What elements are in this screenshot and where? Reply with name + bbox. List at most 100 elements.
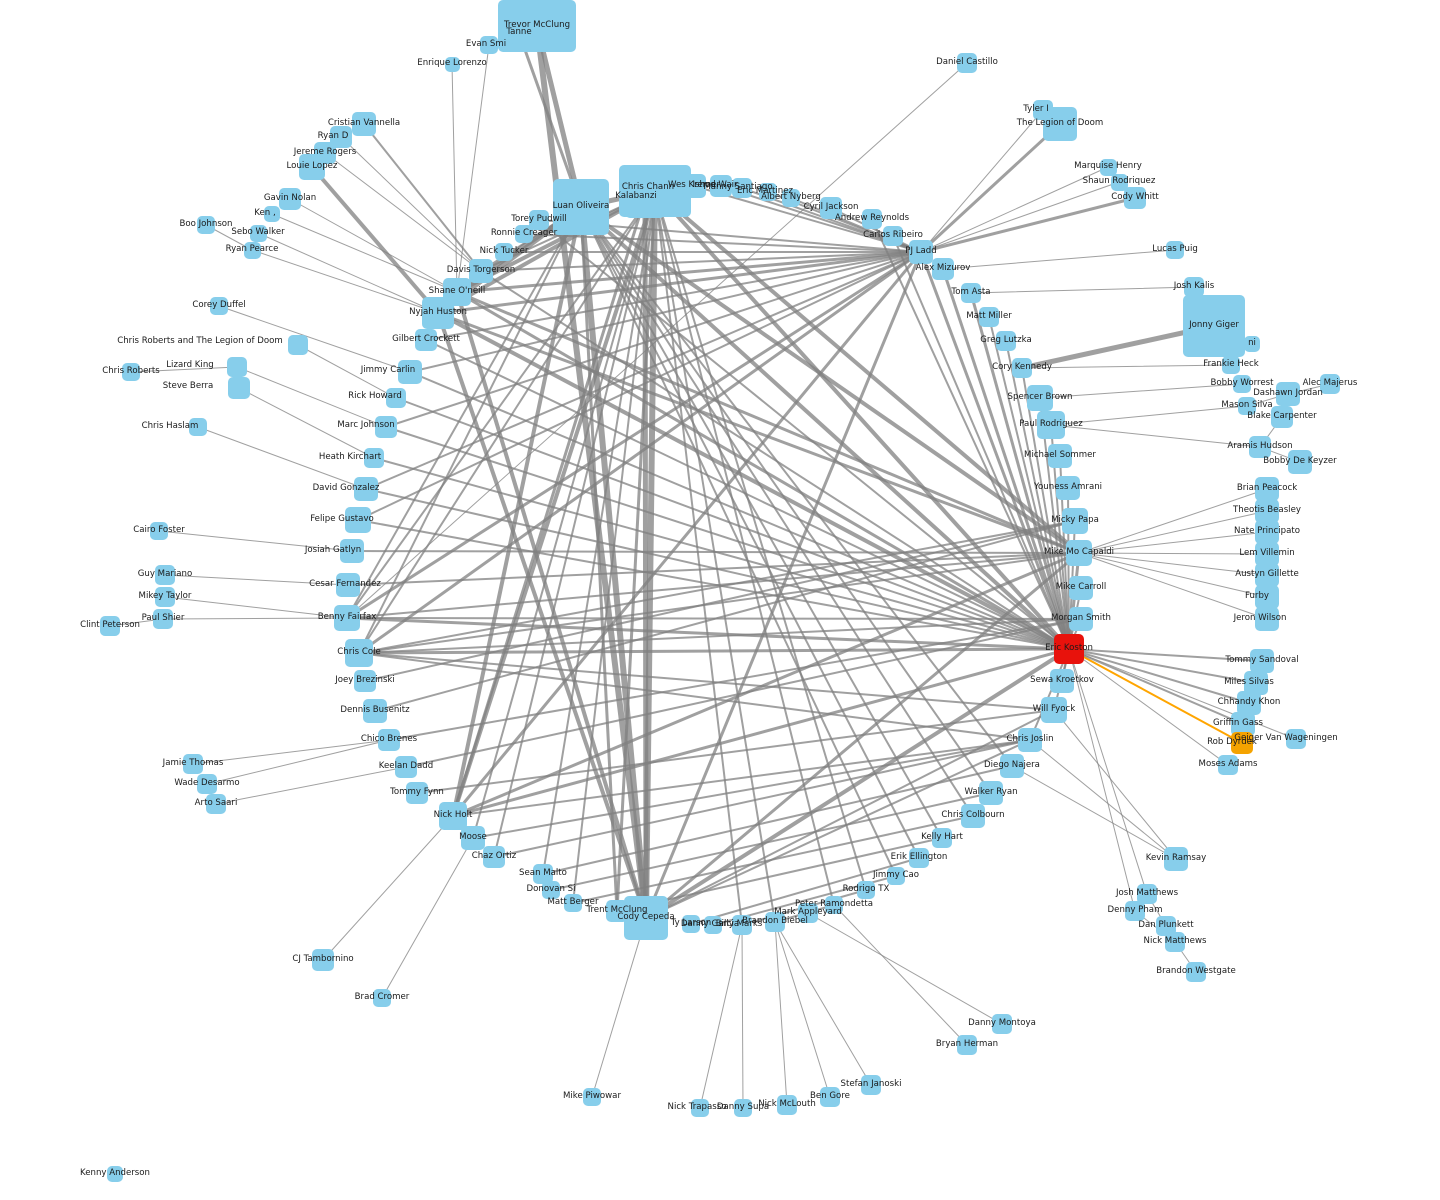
graph-node[interactable] (1276, 382, 1300, 406)
graph-node[interactable] (553, 179, 609, 235)
graph-node[interactable] (932, 828, 952, 848)
graph-node[interactable] (364, 448, 384, 468)
graph-node[interactable] (1218, 755, 1238, 775)
graph-node[interactable] (624, 896, 668, 940)
graph-node[interactable] (1255, 520, 1279, 544)
graph-node[interactable] (155, 565, 175, 585)
graph-node[interactable] (1110, 173, 1128, 191)
graph-node[interactable] (398, 360, 422, 384)
graph-node[interactable] (782, 189, 800, 207)
graph-node[interactable] (483, 846, 505, 868)
graph-node[interactable] (1255, 607, 1279, 631)
graph-node[interactable] (1156, 916, 1176, 936)
graph-node[interactable] (992, 1014, 1012, 1034)
graph-node[interactable] (461, 826, 485, 850)
graph-node[interactable] (883, 226, 903, 246)
graph-node[interactable] (979, 781, 1003, 805)
graph-node[interactable] (495, 243, 513, 261)
graph-node[interactable] (415, 329, 437, 351)
graph-node[interactable] (439, 802, 467, 830)
graph-node[interactable] (1037, 411, 1065, 439)
graph-node[interactable] (961, 283, 981, 303)
graph-node[interactable] (732, 178, 752, 198)
graph-node[interactable] (249, 224, 267, 242)
graph-node[interactable] (1255, 499, 1279, 523)
graph-node[interactable] (798, 903, 818, 923)
graph-node[interactable] (932, 258, 954, 280)
graph-node[interactable] (345, 639, 373, 667)
graph-node[interactable] (227, 357, 247, 377)
graph-node[interactable] (1069, 607, 1093, 631)
graph-node[interactable] (1099, 158, 1117, 176)
graph-node[interactable] (1255, 563, 1279, 587)
graph-node[interactable] (1244, 336, 1260, 352)
graph-node[interactable] (1271, 406, 1293, 428)
graph-node[interactable] (1069, 576, 1093, 600)
graph-node[interactable] (732, 915, 752, 935)
graph-node[interactable] (1237, 691, 1261, 715)
graph-node[interactable] (909, 848, 929, 868)
graph-node[interactable] (375, 416, 397, 438)
graph-node[interactable] (1255, 477, 1279, 501)
graph-node[interactable] (150, 522, 168, 540)
graph-node[interactable] (1043, 107, 1077, 141)
graph-node[interactable] (957, 53, 977, 73)
graph-node[interactable] (1125, 901, 1145, 921)
graph-node[interactable] (542, 881, 560, 899)
graph-node[interactable] (1186, 962, 1206, 982)
graph-node[interactable] (734, 1099, 752, 1117)
graph-node[interactable] (153, 609, 173, 629)
graph-node[interactable] (378, 729, 400, 751)
graph-node[interactable] (583, 1088, 601, 1106)
graph-node[interactable] (422, 297, 454, 329)
graph-node[interactable] (279, 188, 301, 210)
graph-node[interactable] (1222, 356, 1240, 374)
graph-node[interactable] (363, 699, 387, 723)
graph-node[interactable] (508, 22, 530, 44)
graph-node[interactable] (288, 335, 308, 355)
graph-node[interactable] (606, 900, 628, 922)
graph-node[interactable] (909, 240, 933, 264)
graph-node[interactable] (820, 197, 842, 219)
graph-node[interactable] (862, 209, 882, 229)
graph-node[interactable] (122, 363, 140, 381)
graph-node[interactable] (996, 331, 1016, 351)
graph-node[interactable] (299, 154, 325, 180)
graph-node[interactable] (444, 56, 460, 72)
graph-node[interactable] (345, 507, 371, 533)
graph-node[interactable] (820, 1087, 840, 1107)
graph-node[interactable] (1056, 476, 1080, 500)
graph-node[interactable] (861, 1075, 881, 1095)
graph-node[interactable] (336, 573, 360, 597)
graph-node[interactable] (1000, 754, 1024, 778)
graph-node[interactable] (1062, 508, 1088, 534)
graph-node[interactable] (1027, 385, 1053, 411)
graph-node[interactable] (480, 36, 498, 54)
graph-node[interactable] (197, 216, 215, 234)
graph-node[interactable] (625, 178, 665, 218)
graph-node[interactable] (373, 989, 391, 1007)
graph-node[interactable] (330, 126, 352, 148)
graph-node[interactable] (887, 867, 905, 885)
graph-node[interactable] (264, 206, 280, 222)
graph-node[interactable] (352, 112, 376, 136)
graph-node[interactable] (961, 804, 985, 828)
graph-node[interactable] (1137, 884, 1157, 904)
graph-node[interactable] (1255, 585, 1279, 609)
graph-node[interactable] (1041, 697, 1067, 723)
graph-node[interactable] (1255, 542, 1279, 566)
graph-node[interactable] (1183, 295, 1245, 357)
graph-node[interactable] (1066, 540, 1092, 566)
graph-node[interactable] (765, 912, 785, 932)
graph-node[interactable] (1288, 450, 1312, 474)
graph-node[interactable] (107, 1166, 123, 1182)
graph-node[interactable] (469, 259, 493, 283)
graph-node[interactable] (228, 377, 250, 399)
graph-node[interactable] (243, 241, 261, 259)
graph-node[interactable] (354, 477, 378, 501)
graph-node[interactable] (1231, 732, 1253, 754)
graph-node[interactable] (155, 587, 175, 607)
graph-node[interactable] (1165, 932, 1185, 952)
graph-node[interactable] (312, 949, 334, 971)
graph-node[interactable] (691, 1099, 709, 1117)
